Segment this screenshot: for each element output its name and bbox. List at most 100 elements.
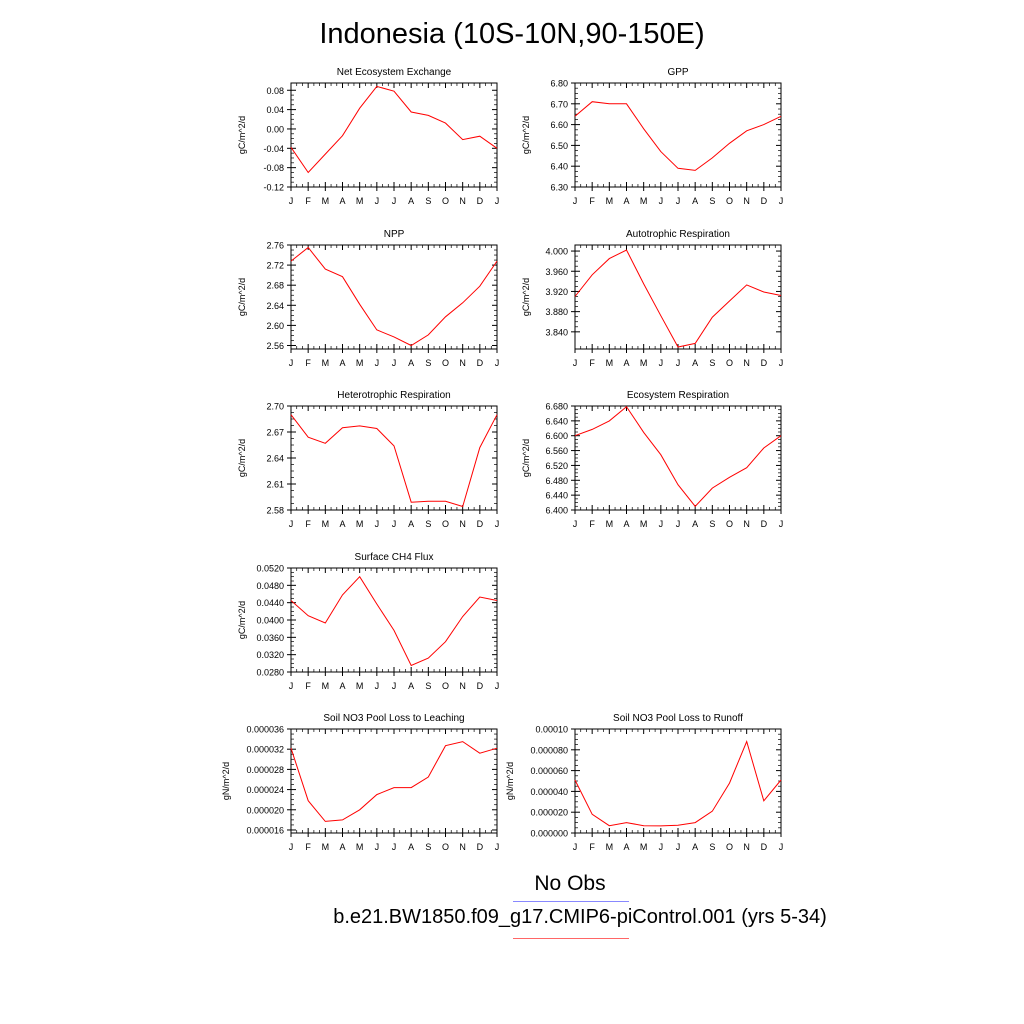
y-tick-label: 2.68 xyxy=(266,281,284,291)
x-tick-label: A xyxy=(408,358,414,368)
plot-frame xyxy=(290,567,498,673)
chart-title: Soil NO3 Pool Loss to Leaching xyxy=(323,713,464,724)
y-tick-label: 0.0400 xyxy=(256,616,284,626)
y-tick-label: 6.60 xyxy=(550,120,568,130)
x-tick-label: D xyxy=(761,519,768,529)
y-tick-label: 3.960 xyxy=(545,267,568,277)
y-tick-label: -0.08 xyxy=(263,163,284,173)
y-axis-label: gC/m^2/d xyxy=(521,278,531,316)
x-tick-label: F xyxy=(589,358,595,368)
plot-frame xyxy=(574,405,782,511)
y-axis-label: gN/m^2/d xyxy=(221,762,231,800)
plot-frame xyxy=(574,244,782,350)
x-tick-label: A xyxy=(339,842,345,852)
plot-frame xyxy=(574,82,782,188)
x-tick-label: S xyxy=(709,358,715,368)
y-tick-label: 0.000080 xyxy=(530,745,568,755)
x-tick-label: M xyxy=(640,358,648,368)
y-tick-label: 6.640 xyxy=(545,416,568,426)
x-tick-label: O xyxy=(726,196,733,206)
x-tick-label: O xyxy=(726,842,733,852)
x-tick-label: S xyxy=(425,196,431,206)
x-tick-label: J xyxy=(659,196,664,206)
y-tick-label: 0.000028 xyxy=(246,765,284,775)
x-tick-label: M xyxy=(606,358,614,368)
x-tick-label: J xyxy=(392,358,397,368)
x-tick-label: M xyxy=(322,196,330,206)
y-tick-label: 2.70 xyxy=(266,402,284,412)
series-line xyxy=(290,85,498,174)
x-tick-label: S xyxy=(709,842,715,852)
legend-no-obs-label: No Obs xyxy=(534,872,606,895)
x-tick-label: A xyxy=(692,196,698,206)
y-tick-label: 0.04 xyxy=(266,105,284,115)
y-tick-label: 0.000020 xyxy=(246,805,284,815)
y-tick-label: 3.840 xyxy=(545,327,568,337)
y-tick-label: 0.0440 xyxy=(256,598,284,608)
plot-frame xyxy=(290,244,498,350)
y-tick-label: 2.61 xyxy=(266,480,284,490)
y-axis-label: gC/m^2/d xyxy=(237,601,247,639)
series-line xyxy=(574,405,782,508)
y-axis-label: gC/m^2/d xyxy=(521,439,531,477)
x-tick-label: F xyxy=(589,842,595,852)
plot-frame xyxy=(574,728,782,834)
x-tick-label: N xyxy=(459,842,466,852)
x-tick-label: A xyxy=(623,519,629,529)
x-tick-label: F xyxy=(305,358,311,368)
x-tick-label: J xyxy=(289,842,294,852)
x-tick-label: J xyxy=(779,196,784,206)
plot-frame xyxy=(290,82,498,188)
y-tick-label: 2.72 xyxy=(266,261,284,271)
x-tick-label: M xyxy=(606,519,614,529)
x-tick-label: J xyxy=(375,358,380,368)
y-tick-label: 6.440 xyxy=(545,491,568,501)
y-tick-label: 2.58 xyxy=(266,506,284,516)
series-line xyxy=(574,249,782,348)
x-tick-label: O xyxy=(442,196,449,206)
series-line xyxy=(290,741,498,822)
x-tick-label: M xyxy=(640,842,648,852)
y-tick-label: 0.00010 xyxy=(535,725,568,735)
y-tick-label: -0.12 xyxy=(263,183,284,193)
x-tick-label: J xyxy=(289,358,294,368)
y-axis-label: gC/m^2/d xyxy=(237,278,247,316)
x-tick-label: N xyxy=(743,842,750,852)
x-tick-label: M xyxy=(322,842,330,852)
chart-title: NPP xyxy=(384,229,405,240)
x-tick-label: O xyxy=(442,358,449,368)
x-tick-label: A xyxy=(692,358,698,368)
x-tick-label: O xyxy=(726,519,733,529)
y-tick-label: 6.680 xyxy=(545,402,568,412)
x-tick-label: F xyxy=(305,519,311,529)
x-tick-label: S xyxy=(709,519,715,529)
x-tick-label: N xyxy=(459,519,466,529)
x-tick-label: D xyxy=(761,358,768,368)
x-tick-label: M xyxy=(606,196,614,206)
x-tick-label: O xyxy=(726,358,733,368)
x-tick-label: D xyxy=(477,519,484,529)
x-tick-label: J xyxy=(392,519,397,529)
x-tick-label: J xyxy=(495,681,500,691)
series-line xyxy=(290,246,498,347)
x-tick-label: J xyxy=(676,358,681,368)
x-tick-label: M xyxy=(356,358,364,368)
x-tick-label: J xyxy=(392,196,397,206)
x-tick-label: M xyxy=(356,196,364,206)
chart-title: Ecosystem Respiration xyxy=(627,390,729,401)
x-tick-label: M xyxy=(322,358,330,368)
x-tick-label: J xyxy=(375,519,380,529)
y-tick-label: 6.70 xyxy=(550,99,568,109)
y-tick-label: 0.000000 xyxy=(530,829,568,839)
series-line xyxy=(290,414,498,508)
x-tick-label: F xyxy=(589,519,595,529)
x-tick-label: O xyxy=(442,519,449,529)
x-tick-label: F xyxy=(305,196,311,206)
x-tick-label: J xyxy=(375,842,380,852)
